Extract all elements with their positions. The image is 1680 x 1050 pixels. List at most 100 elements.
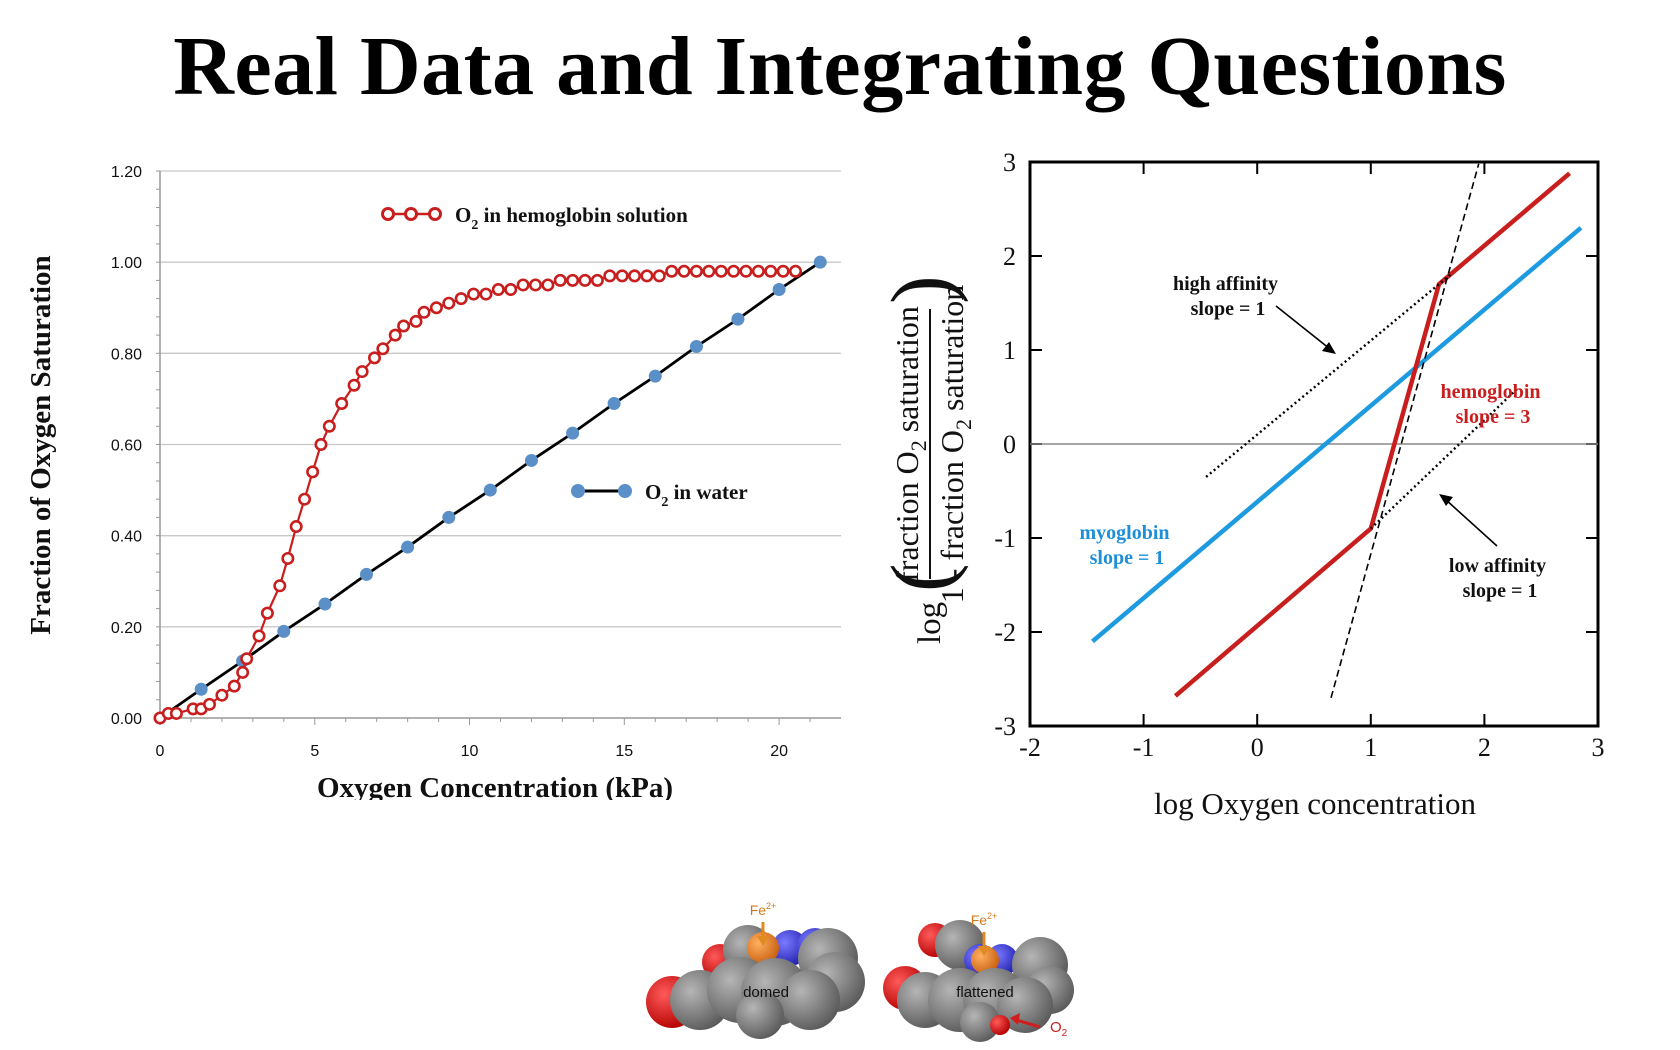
slide-title: Real Data and Integrating Questions: [173, 20, 1507, 113]
y-label-denominator-sub: 2: [951, 419, 976, 430]
hemoglobin-point: [751, 264, 765, 278]
right-y-tick-label: 0: [1003, 430, 1016, 459]
heme-o2-label: O2: [1050, 1019, 1068, 1039]
heme-flattened-label: flattened: [956, 984, 1014, 1001]
right-y-tick-label: -3: [994, 712, 1016, 741]
hemoglobin-point: [417, 305, 431, 319]
left-y-tick-label: 0.20: [111, 620, 142, 637]
right-y-tick-label: -1: [994, 524, 1016, 553]
hemoglobin-point: [314, 437, 328, 451]
hemoglobin-point: [322, 419, 336, 433]
water-point: [566, 426, 580, 440]
hemoglobin-series-line: [1173, 171, 1572, 698]
hemoglobin-point: [628, 269, 642, 283]
hemoglobin-point: [528, 278, 542, 292]
left-x-tick-label: 5: [310, 743, 319, 760]
water-point: [524, 453, 538, 467]
annotation-hemoglobin-line2: slope = 3: [1456, 406, 1531, 428]
hemoglobin-point: [442, 296, 456, 310]
legend-water-rest: in water: [668, 480, 747, 504]
water-point: [731, 312, 745, 326]
hemoglobin-point: [376, 342, 390, 356]
heme-o2-sub: 2: [1062, 1028, 1068, 1039]
hemoglobin-point: [169, 706, 183, 720]
hemoglobin-point: [689, 264, 703, 278]
y-label-numerator-sub: 2: [906, 440, 931, 451]
slope-3-reference-series-line: [1330, 163, 1480, 699]
hemoglobin-point: [355, 365, 369, 379]
hemoglobin-point: [203, 697, 217, 711]
legend-water-sub: 2: [661, 495, 668, 510]
right-x-tick-label: 0: [1251, 733, 1264, 762]
hemoglobin-point: [429, 301, 443, 315]
annotation-myoglobin-line2: slope = 1: [1090, 547, 1165, 569]
hemoglobin-point: [727, 264, 741, 278]
hemoglobin-point: [479, 287, 493, 301]
hemoglobin-point: [252, 629, 266, 643]
hemoglobin-point: [409, 314, 423, 328]
hemoglobin-point: [615, 269, 629, 283]
hemoglobin-point: [578, 273, 592, 287]
hemoglobin-point: [652, 269, 666, 283]
y-label-denominator: 1 - fraction O2 saturation: [934, 285, 976, 603]
water-point: [772, 283, 786, 297]
legend-hemoglobin-o: O: [455, 203, 471, 227]
hemoglobin-point: [306, 465, 320, 479]
legend-water: O2 in water: [571, 480, 748, 510]
right-y-tick-label: 2: [1003, 242, 1016, 271]
hemoglobin-point: [764, 264, 778, 278]
left-y-tick-label: 0.80: [111, 346, 142, 363]
myoglobin-series-line: [1091, 226, 1583, 644]
left-tick-labels: 0.00 0.20 0.40 0.60 0.80 1.00 1.20 0 5 10 15 20: [111, 164, 788, 760]
left-x-axis-label: Oxygen Concentration (kPa): [317, 772, 673, 800]
annotation-high-affinity: high affinity slope = 1: [1173, 273, 1283, 320]
hemoglobin-point: [516, 278, 530, 292]
water-point: [689, 339, 703, 353]
right-x-tick-label: -2: [1019, 733, 1041, 762]
annotation-low-affinity-line1: low affinity: [1449, 555, 1546, 577]
heme-o2-symbol: O: [1050, 1019, 1062, 1036]
heme-flattened-fe-symbol: Fe: [971, 912, 988, 928]
y-label-numerator: fraction O2 saturation: [889, 306, 931, 582]
svg-text:O2 in hemoglobin solution: O2 in hemoglobin solution: [455, 203, 688, 233]
water-point: [648, 369, 662, 383]
hemoglobin-point: [603, 269, 617, 283]
y-label-denominator-rest: saturation: [934, 285, 970, 419]
heme-flattened-fe: Fe2+: [971, 911, 998, 928]
hemoglobin-point: [467, 287, 481, 301]
legend-water-o: O: [645, 480, 661, 504]
hemoglobin-point: [677, 264, 691, 278]
hemoglobin-point: [240, 652, 254, 666]
y-label-log: log: [912, 602, 948, 644]
right-x-tick-label: 2: [1478, 733, 1491, 762]
hemoglobin-point: [454, 292, 468, 306]
hemoglobin-point: [298, 492, 312, 506]
water-point: [277, 624, 291, 638]
left-x-tick-label: 20: [770, 743, 788, 760]
hemoglobin-point: [289, 520, 303, 534]
hemoglobin-point: [590, 273, 604, 287]
hemoglobin-point: [640, 269, 654, 283]
left-series: [153, 255, 827, 725]
legend-hemoglobin-rest: in hemoglobin solution: [478, 203, 688, 227]
water-point: [607, 396, 621, 410]
heme-flattened: flattened Fe2+ O2: [883, 911, 1074, 1042]
right-y-tick-label: -2: [994, 618, 1016, 647]
annotation-hemoglobin: hemoglobin slope = 3: [1440, 381, 1545, 428]
hemoglobin-point: [368, 351, 382, 365]
water-point: [359, 567, 373, 581]
left-y-tick-label: 1.20: [111, 164, 142, 181]
hemoglobin-point: [541, 278, 555, 292]
left-x-tick-label: 10: [461, 743, 479, 760]
left-x-tick-label: 15: [615, 743, 633, 760]
hemoglobin-point: [236, 665, 250, 679]
hemoglobin-point: [215, 688, 229, 702]
hemoglobin-point: [335, 396, 349, 410]
right-series: [1091, 163, 1583, 699]
water-point: [318, 597, 332, 611]
left-y-tick-label: 1.00: [111, 255, 142, 272]
low-affinity-series-line: [1369, 386, 1520, 530]
annotation-high-affinity-line2: slope = 1: [1191, 298, 1266, 320]
